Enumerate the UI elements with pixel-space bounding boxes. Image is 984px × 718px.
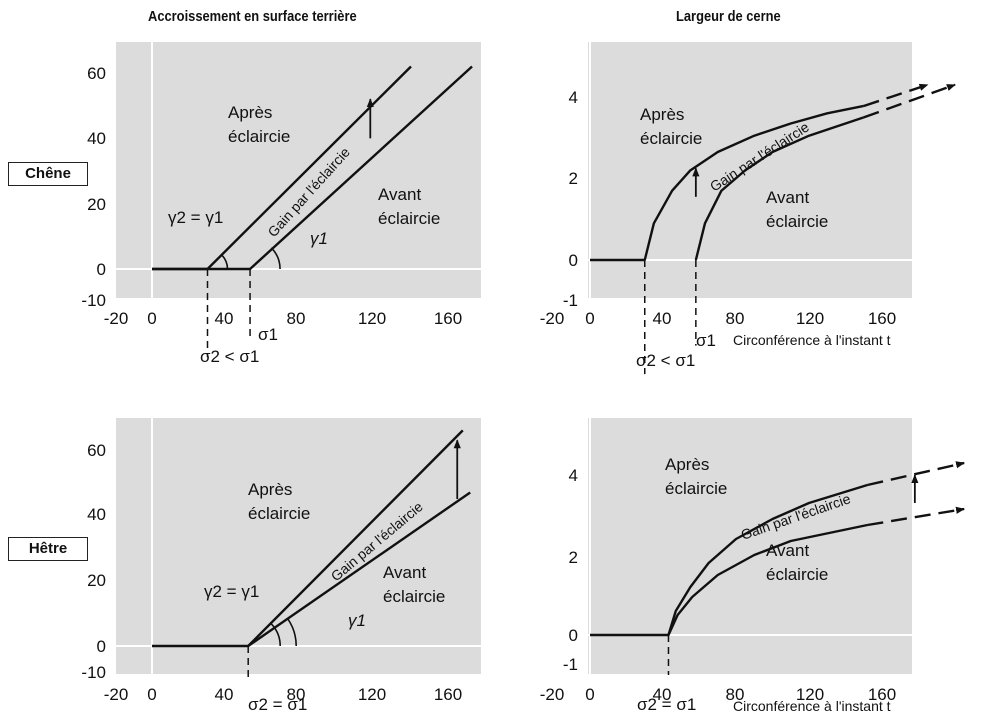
y-tick-label: -10 [81, 663, 106, 682]
label-apres-eclaircie-line2: éclaircie [248, 504, 310, 523]
angle-arc [221, 254, 229, 270]
y-tick-label: 4 [569, 88, 578, 107]
plot-area-1 [116, 42, 481, 298]
label-sigma1: σ1 [696, 331, 716, 350]
angle-arc [270, 247, 281, 270]
label-apres-eclaircie-line2: éclaircie [228, 127, 290, 146]
label-apres-eclaircie-line1: Après [228, 103, 272, 122]
x-tick-label: 120 [358, 309, 386, 328]
y-tick-label: 4 [569, 466, 578, 485]
y-tick-label: -1 [563, 291, 578, 310]
y-tick-label: 2 [569, 169, 578, 188]
x-tick-label: 80 [287, 685, 306, 704]
x-tick-label: 160 [434, 309, 462, 328]
x-tick-label: 40 [653, 309, 672, 328]
series-line-1 [590, 104, 864, 262]
x-tick-label: 160 [868, 309, 896, 328]
label-avant-eclaircie-line2: éclaircie [378, 209, 440, 228]
plot-area-3 [116, 418, 481, 674]
label-gamma1: γ1 [348, 611, 366, 630]
y-tick-label: 20 [87, 195, 106, 214]
label-sigma-condition: σ2 = σ1 [248, 695, 307, 714]
x-tick-label: 0 [147, 309, 156, 328]
x-tick-label: 80 [726, 685, 745, 704]
x-tick-label: 40 [215, 309, 234, 328]
y-tick-label: 20 [87, 571, 106, 590]
x-tick-label: 120 [796, 685, 824, 704]
angle-arc [287, 618, 297, 647]
species-label-hetre: Hêtre [8, 537, 88, 561]
x-tick-label: -20 [104, 685, 129, 704]
label-apres-eclaircie-line2: éclaircie [665, 479, 727, 498]
series-dashed-extension-2 [867, 506, 966, 527]
x-tick-label: 160 [868, 685, 896, 704]
y-tick-label: -1 [563, 655, 578, 674]
y-tick-label: 60 [87, 441, 106, 460]
right-column-title: Largeur de cerne [676, 8, 781, 25]
y-tick-label: -10 [81, 291, 106, 310]
label-avant-eclaircie-line2: éclaircie [383, 587, 445, 606]
left-column-title: Accroissement en surface terrière [148, 8, 357, 25]
x-tick-label: 40 [215, 685, 234, 704]
species-label-chene: Chêne [8, 162, 88, 186]
x-tick-label: 0 [147, 685, 156, 704]
y-tick-label: 0 [569, 251, 578, 270]
y-tick-label: 2 [569, 548, 578, 567]
label-gamma-equal: γ2 = γ1 [168, 208, 223, 227]
angle-arc [270, 622, 281, 647]
x-tick-label: 0 [585, 685, 594, 704]
y-tick-label: 0 [569, 626, 578, 645]
x-tick-label: -20 [104, 309, 129, 328]
series-line-2 [667, 523, 868, 636]
label-sigma-condition: σ2 < σ1 [200, 347, 259, 366]
label-avant-eclaircie-line2: éclaircie [766, 212, 828, 231]
plot-area-4 [588, 418, 912, 674]
series-dashed-extension-2 [863, 83, 956, 119]
label-apres-eclaircie-line2: éclaircie [640, 129, 702, 148]
x-tick-label: 80 [287, 309, 306, 328]
label-avant-eclaircie-line2: éclaircie [766, 565, 828, 584]
label-avant-eclaircie-line1: Avant [383, 563, 426, 582]
y-tick-label: 40 [87, 129, 106, 148]
x-tick-label: 80 [726, 309, 745, 328]
label-sigma1: σ1 [258, 325, 278, 344]
x-axis-label: Circonférence à l'instant t [733, 698, 891, 714]
series-line-2 [247, 491, 471, 647]
x-tick-label: 0 [585, 309, 594, 328]
x-tick-label: 120 [358, 685, 386, 704]
series-dashed-extension-1 [863, 83, 929, 108]
label-avant-eclaircie-line1: Avant [378, 185, 421, 204]
x-axis-label: Circonférence à l'instant t [733, 332, 891, 348]
y-tick-label: 0 [97, 260, 106, 279]
label-avant-eclaircie-line1: Avant [766, 541, 809, 560]
label-sigma-condition: σ2 = σ1 [637, 695, 696, 714]
series-dashed-extension-1 [867, 461, 966, 487]
plot-area-2 [588, 42, 912, 298]
label-apres-eclaircie-line1: Après [640, 105, 684, 124]
label-apres-eclaircie-line1: Après [248, 480, 292, 499]
label-gamma-equal: γ2 = γ1 [204, 582, 259, 601]
x-tick-label: -20 [540, 685, 565, 704]
x-tick-label: -20 [540, 309, 565, 328]
x-tick-label: 120 [796, 309, 824, 328]
label-avant-eclaircie-line1: Avant [766, 188, 809, 207]
x-tick-label: 40 [653, 685, 672, 704]
label-gamma1: γ1 [310, 229, 328, 248]
y-tick-label: 0 [97, 637, 106, 656]
label-apres-eclaircie-line1: Après [665, 455, 709, 474]
y-tick-label: 40 [87, 505, 106, 524]
x-tick-label: 160 [434, 685, 462, 704]
y-tick-label: 60 [87, 64, 106, 83]
series-line-2 [694, 116, 865, 261]
label-sigma-condition: σ2 < σ1 [636, 351, 695, 370]
